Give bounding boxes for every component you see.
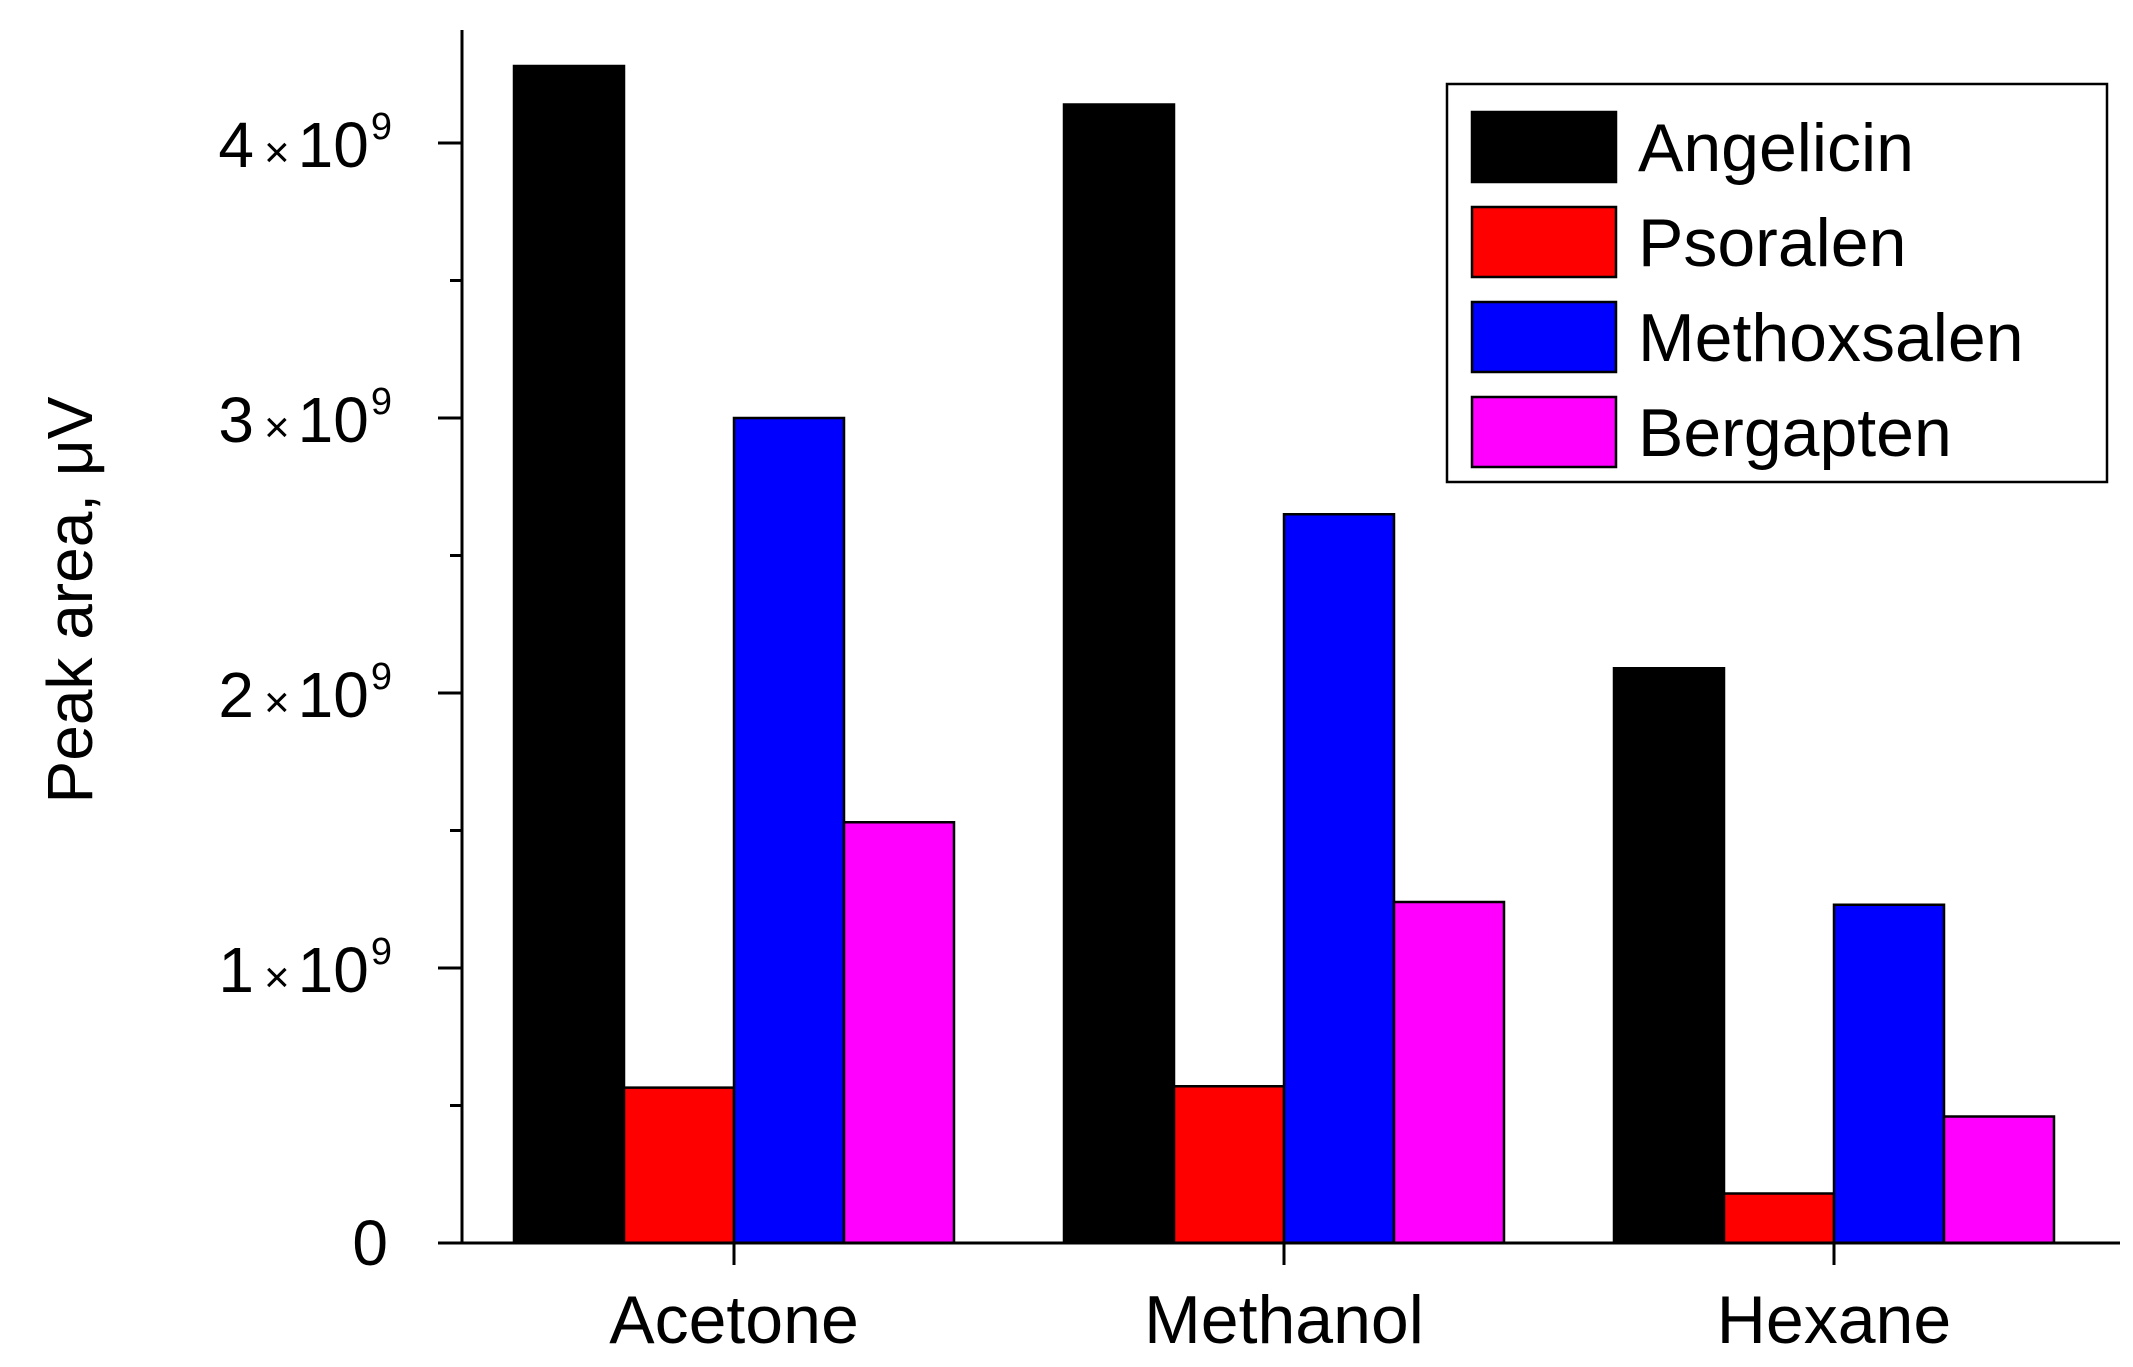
- bar-psoralen-acetone: [622, 1086, 736, 1245]
- legend-swatch-angelicin: [1470, 110, 1618, 184]
- y-tick-times: ×: [264, 953, 290, 1002]
- legend-label-methoxsalen: Methoxsalen: [1638, 300, 2024, 376]
- y-tick-exponent: 9: [371, 931, 392, 973]
- y-tick-exponent: 9: [371, 381, 392, 423]
- bar-psoralen-hexane: [1722, 1192, 1836, 1245]
- bar-methoxsalen-acetone: [732, 416, 846, 1245]
- y-tick-base: 10: [298, 659, 369, 731]
- legend-label-angelicin: Angelicin: [1638, 110, 1914, 186]
- y-tick-label: 4 × 109: [218, 106, 392, 181]
- bar-bergapten-methanol: [1392, 900, 1506, 1245]
- bar-methoxsalen-methanol: [1282, 513, 1396, 1245]
- legend-label-bergapten: Bergapten: [1638, 395, 1952, 471]
- y-tick-label: 3 × 109: [218, 381, 392, 456]
- bars-group: [512, 64, 2056, 1245]
- bar-angelicin-hexane: [1612, 667, 1726, 1245]
- x-category-label-acetone: Acetone: [609, 1282, 859, 1358]
- x-category-label-methanol: Methanol: [1144, 1282, 1424, 1358]
- legend-label-psoralen: Psoralen: [1638, 205, 1906, 281]
- y-tick-label: 0: [352, 1207, 388, 1279]
- bar-angelicin-methanol: [1062, 103, 1176, 1245]
- y-tick-times: ×: [264, 678, 290, 727]
- bar-psoralen-methanol: [1172, 1085, 1286, 1245]
- bar-methoxsalen-hexane: [1832, 903, 1946, 1245]
- y-tick-base: 10: [298, 384, 369, 456]
- y-tick-times: ×: [264, 403, 290, 452]
- y-tick-base: 10: [298, 934, 369, 1006]
- y-tick-base: 10: [298, 109, 369, 181]
- axes-group: [438, 30, 2120, 1245]
- y-tick-label: 2 × 109: [218, 656, 392, 731]
- y-tick-mantissa: 1: [218, 934, 254, 1006]
- x-categories-group: Acetone Methanol Hexane: [609, 1243, 1951, 1358]
- y-tick-mantissa: 3: [218, 384, 254, 456]
- bar-bergapten-acetone: [842, 821, 956, 1245]
- y-tick-exponent: 9: [371, 106, 392, 148]
- y-tick-mantissa: 2: [218, 659, 254, 731]
- y-tick-mantissa: 4: [218, 109, 254, 181]
- x-category-label-hexane: Hexane: [1717, 1282, 1951, 1358]
- y-tick-label: 1 × 109: [218, 931, 392, 1006]
- legend: Angelicin Psoralen Methoxsalen Bergapten: [1445, 82, 2109, 484]
- legend-swatch-psoralen: [1470, 205, 1618, 279]
- legend-swatch-methoxsalen: [1470, 300, 1618, 374]
- y-tick-exponent: 9: [371, 656, 392, 698]
- legend-swatch-bergapten: [1470, 395, 1618, 469]
- bar-angelicin-acetone: [512, 64, 626, 1245]
- y-tick-times: ×: [264, 128, 290, 177]
- bar-bergapten-hexane: [1942, 1115, 2056, 1245]
- y-axis-label: Peak area, μV: [34, 396, 106, 803]
